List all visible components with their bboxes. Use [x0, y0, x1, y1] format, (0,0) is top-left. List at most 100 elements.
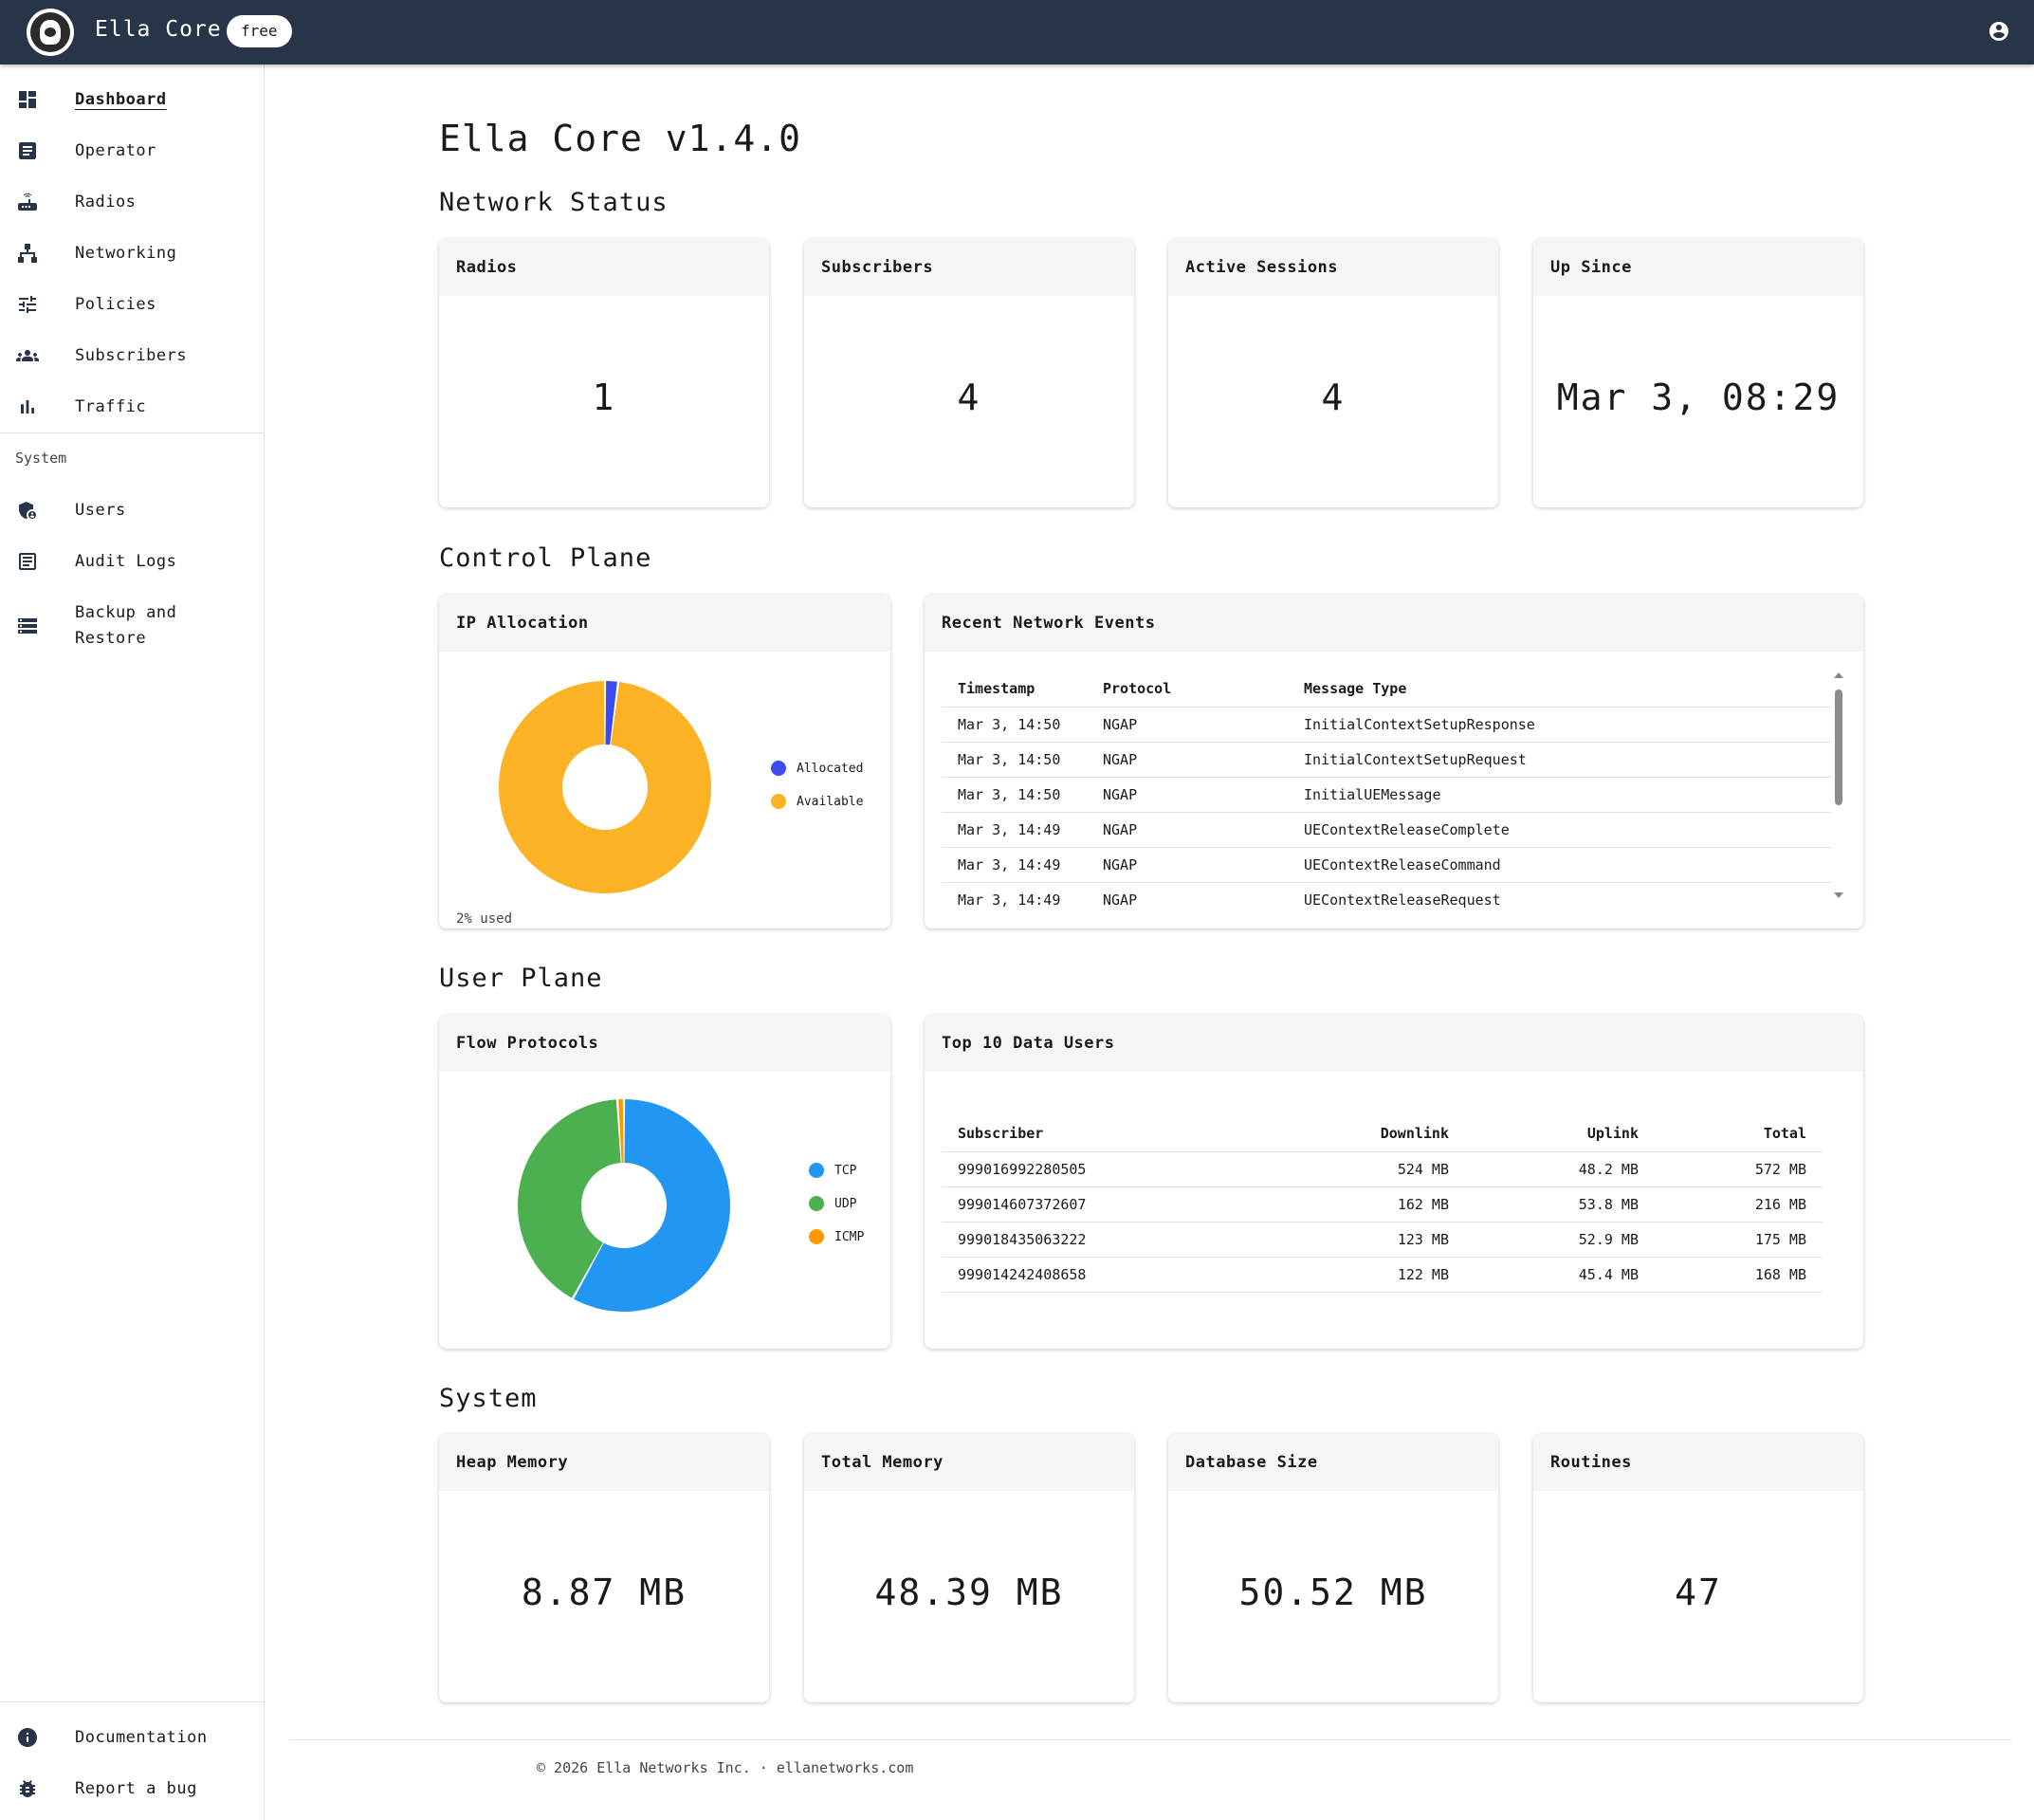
- sidebar-item-backup-restore[interactable]: Backup and Restore: [0, 587, 264, 664]
- user-plane-title: User Plane: [439, 964, 603, 993]
- table-row[interactable]: 999014242408658 122 MB 45.4 MB 168 MB: [942, 1257, 1823, 1293]
- donut-slice-icmp[interactable]: [618, 1099, 624, 1164]
- table-row[interactable]: Mar 3, 14:50 NGAP InitialContextSetupReque…: [942, 742, 1831, 778]
- donut-slice-available[interactable]: [499, 681, 711, 893]
- sidebar-item-label: Radios: [75, 193, 137, 211]
- sidebar-item-label: Report a bug: [75, 1779, 197, 1798]
- table-row[interactable]: 999018435063222 123 MB 52.9 MB 175 MB: [942, 1222, 1823, 1258]
- downlink-value: 162 MB: [1283, 1186, 1449, 1223]
- router-icon: [18, 193, 37, 211]
- events-table-container[interactable]: Timestamp Protocol Message Type Mar 3, 1…: [942, 671, 1831, 912]
- event-timestamp: Mar 3, 14:50: [942, 777, 1103, 813]
- table-header-row: Subscriber Downlink Uplink Total: [942, 1115, 1823, 1152]
- column-header[interactable]: Message Type: [1304, 671, 1831, 708]
- admin-shield-icon: [19, 502, 36, 519]
- legend-swatch: [771, 794, 786, 809]
- donut-slice-allocated[interactable]: [605, 681, 617, 745]
- footer-divider: [290, 1739, 2011, 1740]
- total-value: 572 MB: [1639, 1151, 1823, 1187]
- flow-protocols-card: Flow Protocols TCP UDP ICMP: [439, 1015, 890, 1349]
- account-circle-icon[interactable]: [1988, 20, 2010, 43]
- event-protocol: NGAP: [1103, 847, 1304, 883]
- table-row[interactable]: Mar 3, 14:49 NGAP UEContextReleaseRequest: [942, 882, 1831, 912]
- event-protocol: NGAP: [1103, 882, 1304, 912]
- uplink-value: 48.2 MB: [1449, 1151, 1639, 1187]
- column-header[interactable]: Timestamp: [942, 671, 1103, 708]
- event-protocol: NGAP: [1103, 777, 1304, 813]
- events-table: Timestamp Protocol Message Type Mar 3, 1…: [942, 671, 1831, 912]
- legend-swatch: [771, 761, 786, 776]
- event-protocol: NGAP: [1103, 812, 1304, 848]
- scrollbar-thumb[interactable]: [1835, 689, 1842, 805]
- bug-icon: [20, 1780, 35, 1797]
- card-label: Top 10 Data Users: [925, 1015, 1863, 1072]
- sidebar-item-label: Subscribers: [75, 346, 188, 365]
- app-logo[interactable]: [27, 9, 74, 56]
- sidebar-item-dashboard[interactable]: Dashboard: [0, 74, 264, 125]
- sidebar-item-label: Audit Logs: [75, 552, 177, 571]
- table-row[interactable]: Mar 3, 14:49 NGAP UEContextReleaseCommand: [942, 847, 1831, 883]
- donut-slice-tcp[interactable]: [574, 1099, 730, 1312]
- sidebar-item-label: Traffic: [75, 397, 147, 416]
- event-timestamp: Mar 3, 14:49: [942, 847, 1103, 883]
- column-header[interactable]: Total: [1639, 1115, 1823, 1152]
- page-title: Ella Core v1.4.0: [439, 118, 802, 159]
- card-label: Heap Memory: [439, 1434, 769, 1491]
- card-label: Flow Protocols: [439, 1015, 890, 1072]
- heap-memory-value: 8.87 MB: [521, 1572, 687, 1613]
- legend-label: ICMP: [834, 1229, 865, 1244]
- sidebar: Dashboard Operator Radios Networking Pol…: [0, 64, 265, 1820]
- column-header[interactable]: Protocol: [1103, 671, 1304, 708]
- card-label: Total Memory: [804, 1434, 1134, 1491]
- scroll-up-arrow-icon[interactable]: [1833, 671, 1844, 680]
- table-row[interactable]: Mar 3, 14:50 NGAP InitialUEMessage: [942, 777, 1831, 813]
- sidebar-divider: [0, 432, 264, 433]
- sidebar-item-documentation[interactable]: Documentation: [0, 1712, 264, 1763]
- uplink-value: 52.9 MB: [1449, 1222, 1639, 1258]
- sidebar-item-audit-logs[interactable]: Audit Logs: [0, 536, 264, 587]
- downlink-value: 524 MB: [1283, 1151, 1449, 1187]
- sliders-icon: [19, 296, 36, 313]
- event-message-type: InitialContextSetupRequest: [1304, 742, 1831, 778]
- active-sessions-count: 4: [1321, 377, 1346, 418]
- footer-text: © 2026 Ella Networks Inc. · ellanetworks…: [537, 1759, 914, 1776]
- card-label: Active Sessions: [1168, 239, 1498, 296]
- total-value: 216 MB: [1639, 1186, 1823, 1223]
- donut-slice-udp[interactable]: [518, 1099, 621, 1298]
- column-header[interactable]: Subscriber: [942, 1115, 1283, 1152]
- recent-events-card: Recent Network Events Timestamp Protocol…: [925, 595, 1863, 928]
- uplink-value: 53.8 MB: [1449, 1186, 1639, 1223]
- legend-swatch: [809, 1163, 824, 1178]
- events-scrollbar[interactable]: [1830, 671, 1847, 917]
- column-header[interactable]: Uplink: [1449, 1115, 1639, 1152]
- plan-badge: free: [227, 15, 292, 47]
- downlink-value: 123 MB: [1283, 1222, 1449, 1258]
- sidebar-item-operator[interactable]: Operator: [0, 125, 264, 176]
- event-message-type: UEContextReleaseRequest: [1304, 882, 1831, 912]
- sidebar-section-system: System: [15, 450, 67, 467]
- sidebar-item-networking[interactable]: Networking: [0, 228, 264, 279]
- table-row[interactable]: 999016992280505 524 MB 48.2 MB 572 MB: [942, 1151, 1823, 1187]
- event-timestamp: Mar 3, 14:50: [942, 707, 1103, 743]
- sidebar-item-traffic[interactable]: Traffic: [0, 381, 264, 432]
- info-icon: [18, 1728, 37, 1747]
- sidebar-item-policies[interactable]: Policies: [0, 279, 264, 330]
- flow-protocols-donut: [518, 1099, 730, 1312]
- column-header[interactable]: Downlink: [1283, 1115, 1449, 1152]
- sidebar-item-report-bug[interactable]: Report a bug: [0, 1763, 264, 1814]
- sidebar-divider-bottom: [0, 1701, 264, 1702]
- event-protocol: NGAP: [1103, 742, 1304, 778]
- subscribers-count: 4: [957, 377, 981, 418]
- table-row[interactable]: Mar 3, 14:49 NGAP UEContextReleaseComplete: [942, 812, 1831, 848]
- total-memory-value: 48.39 MB: [874, 1572, 1064, 1613]
- up-since-card: Up Since Mar 3, 08:29: [1533, 239, 1863, 507]
- table-row[interactable]: 999014607372607 162 MB 53.8 MB 216 MB: [942, 1186, 1823, 1223]
- table-row[interactable]: Mar 3, 14:50 NGAP InitialContextSetupRespo…: [942, 707, 1831, 743]
- sidebar-item-subscribers[interactable]: Subscribers: [0, 330, 264, 381]
- sidebar-item-users[interactable]: Users: [0, 485, 264, 536]
- scroll-down-arrow-icon[interactable]: [1833, 891, 1844, 900]
- sidebar-item-radios[interactable]: Radios: [0, 176, 264, 228]
- legend-allocated: Allocated: [771, 761, 863, 776]
- subscriber-imsi: 999018435063222: [942, 1222, 1283, 1258]
- sidebar-item-label: Operator: [75, 141, 156, 160]
